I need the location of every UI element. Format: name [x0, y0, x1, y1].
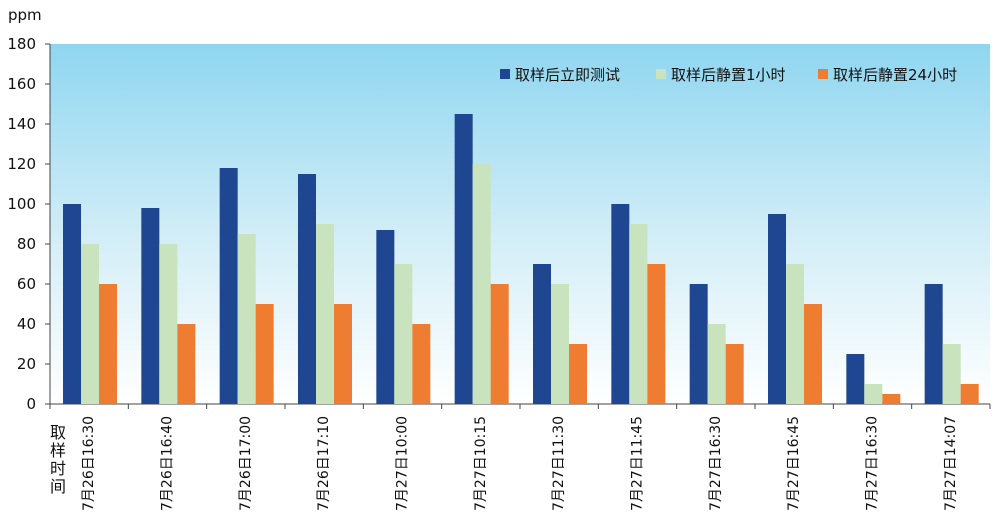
- bar-series2: [472, 164, 491, 404]
- bar-series2: [237, 234, 256, 404]
- bar-series2: [942, 344, 961, 404]
- y-tick-label: 20: [17, 355, 36, 373]
- legend-label: 取样后立即测试: [515, 66, 620, 84]
- y-tick-label: 100: [7, 195, 36, 213]
- bar-series1: [611, 204, 630, 404]
- x-category-label: 7月27日16:30: [865, 416, 881, 511]
- y-tick-label: 0: [26, 395, 36, 413]
- bar-series1: [924, 284, 943, 404]
- x-category-label: 7月27日10:00: [395, 416, 411, 511]
- bar-series2: [394, 264, 413, 404]
- bar-series3: [412, 324, 431, 404]
- bars: [63, 114, 979, 404]
- y-axis: 0 20 40 60 80 100 120 140 160 180: [7, 35, 51, 413]
- x-category-label: 7月27日14:07: [943, 416, 959, 511]
- bar-series2: [786, 264, 804, 404]
- bar-series2: [864, 384, 883, 404]
- x-axis-title: 取样时间: [50, 423, 66, 496]
- y-tick-label: 120: [7, 155, 36, 173]
- bar-series2: [551, 284, 569, 404]
- legend-swatch: [500, 69, 510, 79]
- y-tick-label: 40: [17, 315, 36, 333]
- legend-label: 取样后静置1小时: [671, 66, 786, 84]
- bar-series1: [298, 174, 316, 404]
- x-category-label: 7月27日11:45: [630, 416, 646, 511]
- x-category-label: 7月26日17:00: [238, 416, 254, 511]
- legend-label: 取样后静置24小时: [833, 66, 957, 84]
- bar-series2: [159, 244, 178, 404]
- bar-series3: [334, 304, 352, 404]
- y-tick-label: 60: [17, 275, 36, 293]
- bar-series1: [768, 214, 786, 404]
- bar-series3: [804, 304, 822, 404]
- bar-series3: [725, 344, 744, 404]
- plot-background: [50, 44, 990, 404]
- bar-series3: [882, 394, 901, 404]
- x-category-label: 7月27日16:30: [708, 416, 724, 511]
- legend: 取样后立即测试 取样后静置1小时 取样后静置24小时: [500, 66, 957, 84]
- x-category-label: 7月26日17:10: [316, 416, 332, 511]
- bar-series3: [99, 284, 117, 404]
- y-tick-label: 180: [7, 35, 36, 53]
- legend-swatch: [818, 69, 828, 79]
- bar-series1: [63, 204, 81, 404]
- x-category-label: 7月26日16:40: [160, 416, 176, 511]
- y-tick-label: 160: [7, 75, 36, 93]
- bar-series1: [846, 354, 865, 404]
- bar-series2: [629, 224, 648, 404]
- x-category-label: 7月26日16:30: [81, 416, 97, 511]
- bar-series1: [219, 168, 238, 404]
- bar-series2: [81, 244, 99, 404]
- bar-series2: [707, 324, 726, 404]
- bar-series3: [960, 384, 979, 404]
- x-axis: 7月26日16:30 7月26日16:40 7月26日17:00 7月26日17:10…: [49, 403, 991, 511]
- bar-series3: [177, 324, 196, 404]
- y-axis-unit-label: ppm: [8, 6, 42, 24]
- bar-series3: [255, 304, 274, 404]
- x-category-label: 7月27日10:15: [473, 416, 489, 511]
- y-tick-label: 80: [17, 235, 36, 253]
- y-tick-label: 140: [7, 115, 36, 133]
- bar-series1: [689, 284, 708, 404]
- bar-series2: [316, 224, 334, 404]
- bar-series1: [454, 114, 473, 404]
- bar-series3: [490, 284, 509, 404]
- x-category-label: 7月27日16:45: [786, 416, 802, 511]
- bar-series1: [141, 208, 160, 404]
- bar-series3: [569, 344, 587, 404]
- bar-series1: [533, 264, 551, 404]
- bar-series1: [376, 230, 395, 404]
- x-category-label: 7月27日11:30: [551, 416, 567, 511]
- bar-series3: [647, 264, 666, 404]
- legend-swatch: [656, 69, 666, 79]
